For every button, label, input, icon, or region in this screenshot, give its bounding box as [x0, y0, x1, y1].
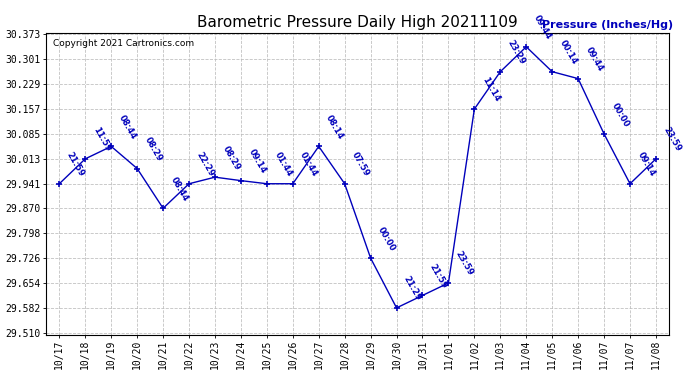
- Text: 23:59: 23:59: [454, 250, 475, 278]
- Text: 08:14: 08:14: [324, 113, 346, 141]
- Text: 08:29: 08:29: [221, 144, 242, 172]
- Text: 11:14: 11:14: [480, 76, 501, 104]
- Text: 00:14: 00:14: [558, 39, 579, 66]
- Text: 21:59: 21:59: [428, 262, 449, 290]
- Text: 00:00: 00:00: [610, 101, 631, 128]
- Text: 22:29: 22:29: [195, 150, 216, 178]
- Text: 21:29: 21:29: [402, 274, 423, 302]
- Text: 00:00: 00:00: [376, 225, 397, 252]
- Text: 21:59: 21:59: [65, 150, 86, 178]
- Text: Pressure (Inches/Hg): Pressure (Inches/Hg): [542, 20, 673, 30]
- Text: 23:29: 23:29: [506, 39, 527, 66]
- Text: 09:14: 09:14: [246, 147, 268, 175]
- Text: 09:44: 09:44: [532, 13, 553, 41]
- Text: 01:44: 01:44: [273, 150, 293, 178]
- Text: 11:59: 11:59: [91, 126, 112, 153]
- Text: 08:44: 08:44: [168, 175, 190, 203]
- Text: 23:59: 23:59: [662, 126, 682, 153]
- Text: Copyright 2021 Cartronics.com: Copyright 2021 Cartronics.com: [52, 39, 194, 48]
- Text: 08:44: 08:44: [117, 113, 138, 141]
- Text: 09:14: 09:14: [635, 151, 657, 178]
- Text: 07:59: 07:59: [351, 151, 371, 178]
- Text: 09:44: 09:44: [584, 45, 605, 73]
- Title: Barometric Pressure Daily High 20211109: Barometric Pressure Daily High 20211109: [197, 15, 518, 30]
- Text: 01:44: 01:44: [298, 150, 319, 178]
- Text: 08:29: 08:29: [143, 135, 164, 163]
